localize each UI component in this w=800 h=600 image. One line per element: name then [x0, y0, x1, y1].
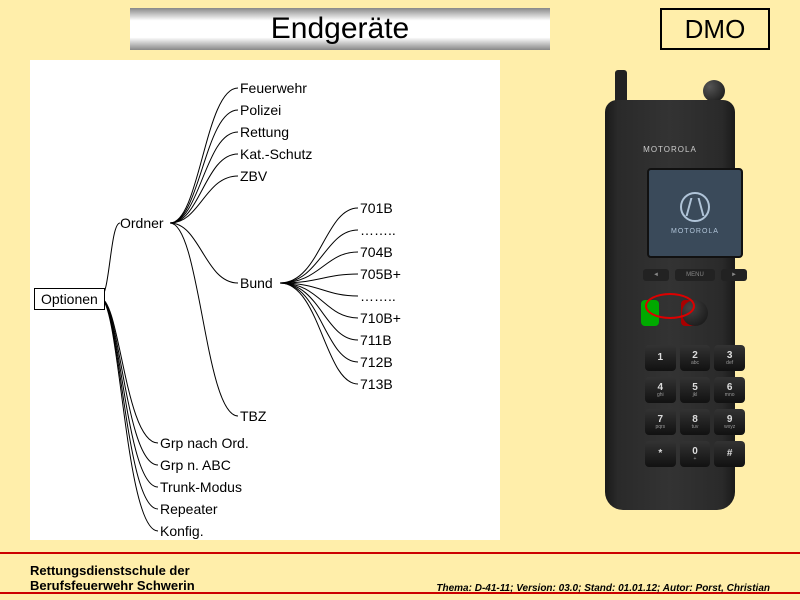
radio-device: MOTOROLA MOTOROLA ◄ MENU ► 12abc3def 4ghi…	[580, 70, 760, 530]
tree-node: ZBV	[240, 168, 267, 184]
tree-node: Kat.-Schutz	[240, 146, 312, 162]
tree-node: 712B	[360, 354, 393, 370]
tree-root: Optionen	[34, 288, 105, 310]
keypad-key[interactable]: 7pqrs	[645, 409, 676, 435]
tree-node: 710B+	[360, 310, 401, 326]
tree-node: 713B	[360, 376, 393, 392]
footer-line-top	[0, 552, 800, 554]
slide-footer: Rettungsdienstschule der Berufsfeuerwehr…	[30, 563, 770, 594]
keypad-key[interactable]: #	[714, 441, 745, 467]
slide-title: Endgeräte	[271, 12, 409, 46]
tree-node: Ordner	[120, 215, 164, 231]
keypad-key[interactable]: 4ghi	[645, 377, 676, 403]
tree-node: ……..	[360, 222, 396, 238]
footer-organization: Rettungsdienstschule der Berufsfeuerwehr…	[30, 563, 195, 594]
keypad-key[interactable]: 8tuv	[680, 409, 711, 435]
keypad-key[interactable]: 9wxyz	[714, 409, 745, 435]
radio-softkey-row: ◄ MENU ►	[643, 265, 747, 285]
keypad-key[interactable]: 5jkl	[680, 377, 711, 403]
radio-screen: MOTOROLA	[647, 168, 743, 258]
tree-node: Repeater	[160, 501, 218, 517]
keypad-key[interactable]: 3def	[714, 345, 745, 371]
footer-org-line2: Berufsfeuerwehr Schwerin	[30, 578, 195, 594]
menu-tree-diagram: Optionen Ordner Feuerwehr Polizei Rettung Ka…	[30, 60, 500, 540]
keypad-key[interactable]: 1	[645, 345, 676, 371]
keypad-key[interactable]: 0+	[680, 441, 711, 467]
softkey-menu[interactable]: MENU	[675, 269, 715, 281]
tree-node: Konfig.	[160, 523, 204, 539]
radio-body: MOTOROLA MOTOROLA ◄ MENU ► 12abc3def4ghi…	[605, 100, 735, 510]
dmo-badge-text: DMO	[685, 14, 746, 45]
radio-keypad: 12abc3def 4ghi5jkl6mno 7pqrs8tuv9wxyz *0+#	[645, 345, 745, 467]
tree-node: Rettung	[240, 124, 289, 140]
footer-org-line1: Rettungsdienstschule der	[30, 563, 195, 579]
tree-node: 701B	[360, 200, 393, 216]
keypad-key[interactable]: 2abc	[680, 345, 711, 371]
tree-node: TBZ	[240, 408, 266, 424]
dmo-badge: DMO	[660, 8, 770, 50]
softkey-left[interactable]: ◄	[643, 269, 669, 281]
softkey-right[interactable]: ►	[721, 269, 747, 281]
tree-node: 711B	[360, 332, 392, 348]
radio-knob	[703, 80, 725, 102]
tree-node: Polizei	[240, 102, 281, 118]
radio-screen-brand: MOTOROLA	[671, 228, 719, 235]
tree-node: Trunk-Modus	[160, 479, 242, 495]
highlight-ring-icon	[645, 293, 695, 319]
tree-node: ……..	[360, 288, 396, 304]
tree-node: 705B+	[360, 266, 401, 282]
radio-brand: MOTOROLA	[605, 145, 735, 154]
tree-node: Bund	[240, 275, 273, 291]
tree-node: Grp n. ABC	[160, 457, 231, 473]
tree-node: Feuerwehr	[240, 80, 307, 96]
keypad-key[interactable]: 6mno	[714, 377, 745, 403]
keypad-key[interactable]: *	[645, 441, 676, 467]
tree-node: Grp nach Ord.	[160, 435, 249, 451]
slide-title-bar: Endgeräte	[130, 8, 550, 50]
footer-meta: Thema: D-41-11; Version: 03.0; Stand: 01…	[436, 583, 770, 594]
motorola-logo-icon	[680, 192, 710, 222]
tree-node: 704B	[360, 244, 393, 260]
